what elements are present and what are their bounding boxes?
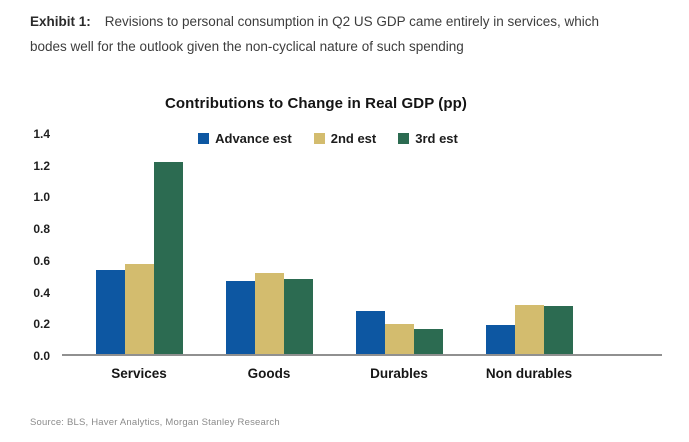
legend-item-2nd-est: 2nd est [313, 130, 377, 146]
bar-2nd-est-non-durables [514, 304, 544, 354]
x-axis-label-durables: Durables [370, 366, 428, 381]
y-tick-label: 1.2 [33, 158, 50, 173]
y-tick-label: 0.4 [33, 285, 50, 300]
bar-group-services [95, 162, 183, 354]
bar-group-non-durables [485, 304, 573, 354]
y-tick-label: 0.8 [33, 222, 50, 237]
bar-group-goods [225, 273, 313, 354]
y-tick-label: 0.2 [33, 317, 50, 332]
bar-2nd-est-durables [384, 323, 414, 354]
bar-3rd-est-services [153, 162, 183, 354]
x-axis-label-non-durables: Non durables [485, 366, 573, 381]
bar-3rd-est-goods [283, 279, 313, 354]
legend-label: Advance est [215, 130, 292, 146]
bar-2nd-est-services [124, 263, 154, 354]
legend-swatch-icon [313, 132, 325, 144]
bar-advance-est-services [95, 269, 125, 354]
legend-item-advance-est: Advance est [198, 131, 292, 146]
bar-3rd-est-durables [413, 328, 443, 354]
legend-label: 3rd est [415, 130, 458, 146]
legend-item-3rd-est: 3rd est [398, 131, 458, 146]
legend-label: 2nd est [330, 130, 377, 146]
x-axis-label-services: Services [111, 366, 167, 381]
bar-group-durables [355, 311, 443, 354]
legend-swatch-icon [198, 132, 210, 144]
exhibit-number-label: Exhibit 1: [30, 14, 91, 29]
y-tick-label: 0.6 [33, 253, 50, 268]
y-tick-label: 0.0 [33, 349, 50, 363]
exhibit-description: Revisions to personal consumption in Q2 … [30, 14, 599, 54]
bar-2nd-est-goods [254, 273, 284, 354]
chart-title: Contributions to Change in Real GDP (pp) [164, 95, 468, 112]
bar-advance-est-non-durables [485, 325, 515, 354]
y-tick-label: 1.4 [33, 127, 50, 141]
source-note: Source: BLS, Haver Analytics, Morgan Sta… [30, 417, 280, 428]
bar-3rd-est-non-durables [543, 306, 573, 354]
bar-advance-est-goods [225, 281, 255, 354]
x-axis-label-goods: Goods [247, 366, 291, 381]
bar-advance-est-durables [355, 311, 385, 354]
plot-area: Services Goods Durables Non durables [62, 134, 662, 381]
chart-legend: Advance est 2nd est 3rd est [33, 129, 623, 147]
legend-swatch-icon [398, 132, 410, 144]
exhibit-caption: Exhibit 1: Revisions to personal consumpt… [30, 9, 615, 59]
y-tick-label: 1.0 [33, 190, 50, 205]
y-axis: 0.0 0.2 0.4 0.6 0.8 1.0 1.2 1.4 [0, 127, 52, 363]
